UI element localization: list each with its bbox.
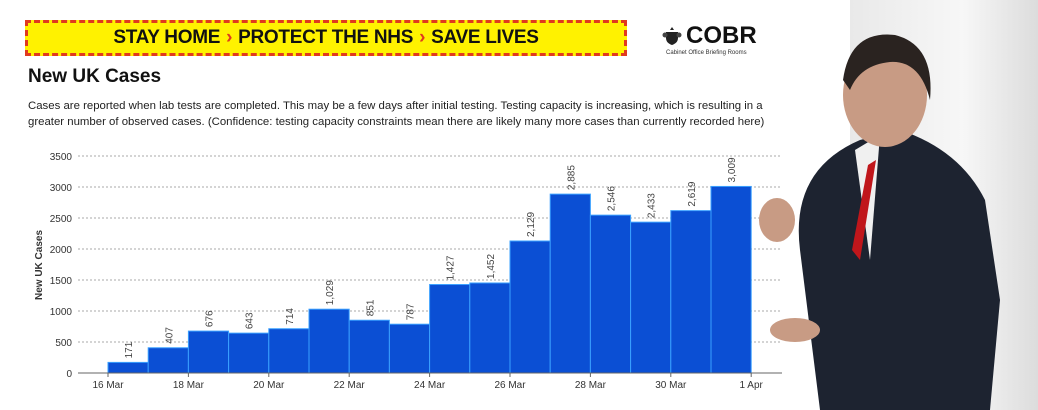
data-label: 676	[205, 310, 216, 327]
x-tick-label: 30 Mar	[655, 380, 687, 391]
y-tick-label: 3000	[50, 183, 73, 194]
data-label: 643	[245, 312, 256, 329]
bar	[268, 328, 310, 374]
y-tick-label: 500	[55, 338, 72, 349]
y-tick-label: 0	[66, 369, 72, 380]
bar	[589, 214, 632, 374]
logo-subtitle: Cabinet Office Briefing Rooms	[666, 50, 747, 56]
bar	[710, 185, 752, 374]
data-label: 2,129	[526, 212, 537, 237]
slogan-stay-home: STAY HOME	[113, 27, 221, 48]
data-label: 1,029	[325, 280, 336, 305]
x-tick-label: 28 Mar	[575, 380, 607, 391]
bar	[107, 361, 149, 374]
data-label: 714	[285, 308, 296, 325]
data-label: 2,433	[647, 193, 658, 218]
royal-crest-icon	[662, 27, 682, 45]
y-tick-label: 2000	[50, 245, 73, 256]
cobr-logo: COBR Cabinet Office Briefing Rooms	[662, 22, 762, 56]
x-tick-label: 26 Mar	[494, 380, 526, 391]
x-tick-label: 16 Mar	[92, 380, 124, 391]
presenter-image	[759, 34, 1000, 410]
data-label: 1,452	[486, 254, 497, 279]
data-label: 851	[365, 299, 376, 316]
bar	[228, 332, 270, 374]
x-tick-label: 22 Mar	[334, 380, 366, 391]
y-axis-label: New UK Cases	[34, 230, 45, 300]
bar	[187, 330, 230, 374]
data-label: 787	[406, 303, 417, 320]
data-label: 407	[164, 327, 175, 344]
data-label: 1,427	[446, 255, 457, 280]
data-label: 171	[124, 341, 135, 358]
slogan-protect-nhs: PROTECT THE NHS	[238, 27, 414, 48]
x-tick-label: 18 Mar	[173, 380, 205, 391]
data-label: 3,009	[727, 157, 738, 182]
data-label: 2,619	[687, 181, 698, 206]
logo-name: COBR	[686, 22, 757, 49]
bar	[388, 323, 431, 374]
data-label: 2,546	[607, 186, 618, 211]
slogan-banner: STAY HOME › PROTECT THE NHS › SAVE LIVES	[25, 20, 627, 56]
bar	[429, 284, 471, 374]
x-tick-label: 20 Mar	[253, 380, 285, 391]
chart-title: New UK Cases	[28, 66, 162, 87]
chart-subtitle: Cases are reported when lab tests are co…	[28, 100, 765, 128]
bar	[630, 221, 672, 374]
bar	[469, 282, 511, 374]
bar	[549, 193, 591, 374]
data-label: 2,885	[566, 165, 577, 190]
x-tick-label: 24 Mar	[414, 380, 446, 391]
x-tick-label: 1 Apr	[740, 380, 764, 391]
bar	[348, 319, 390, 374]
chevron-right-icon: ›	[226, 27, 233, 48]
bar	[308, 308, 350, 374]
bar	[509, 240, 551, 374]
y-tick-label: 2500	[50, 214, 73, 225]
bar-chart: 0 500 1000 1500 2000 2500 3000 3500 171 407 676 64…	[34, 152, 782, 391]
y-tick-label: 1000	[50, 307, 73, 318]
chevron-right-icon: ›	[419, 27, 426, 48]
slogan-save-lives: SAVE LIVES	[431, 27, 539, 48]
bar	[670, 210, 712, 374]
bar	[147, 347, 189, 374]
y-tick-label: 1500	[50, 276, 73, 287]
y-tick-label: 3500	[50, 152, 73, 163]
